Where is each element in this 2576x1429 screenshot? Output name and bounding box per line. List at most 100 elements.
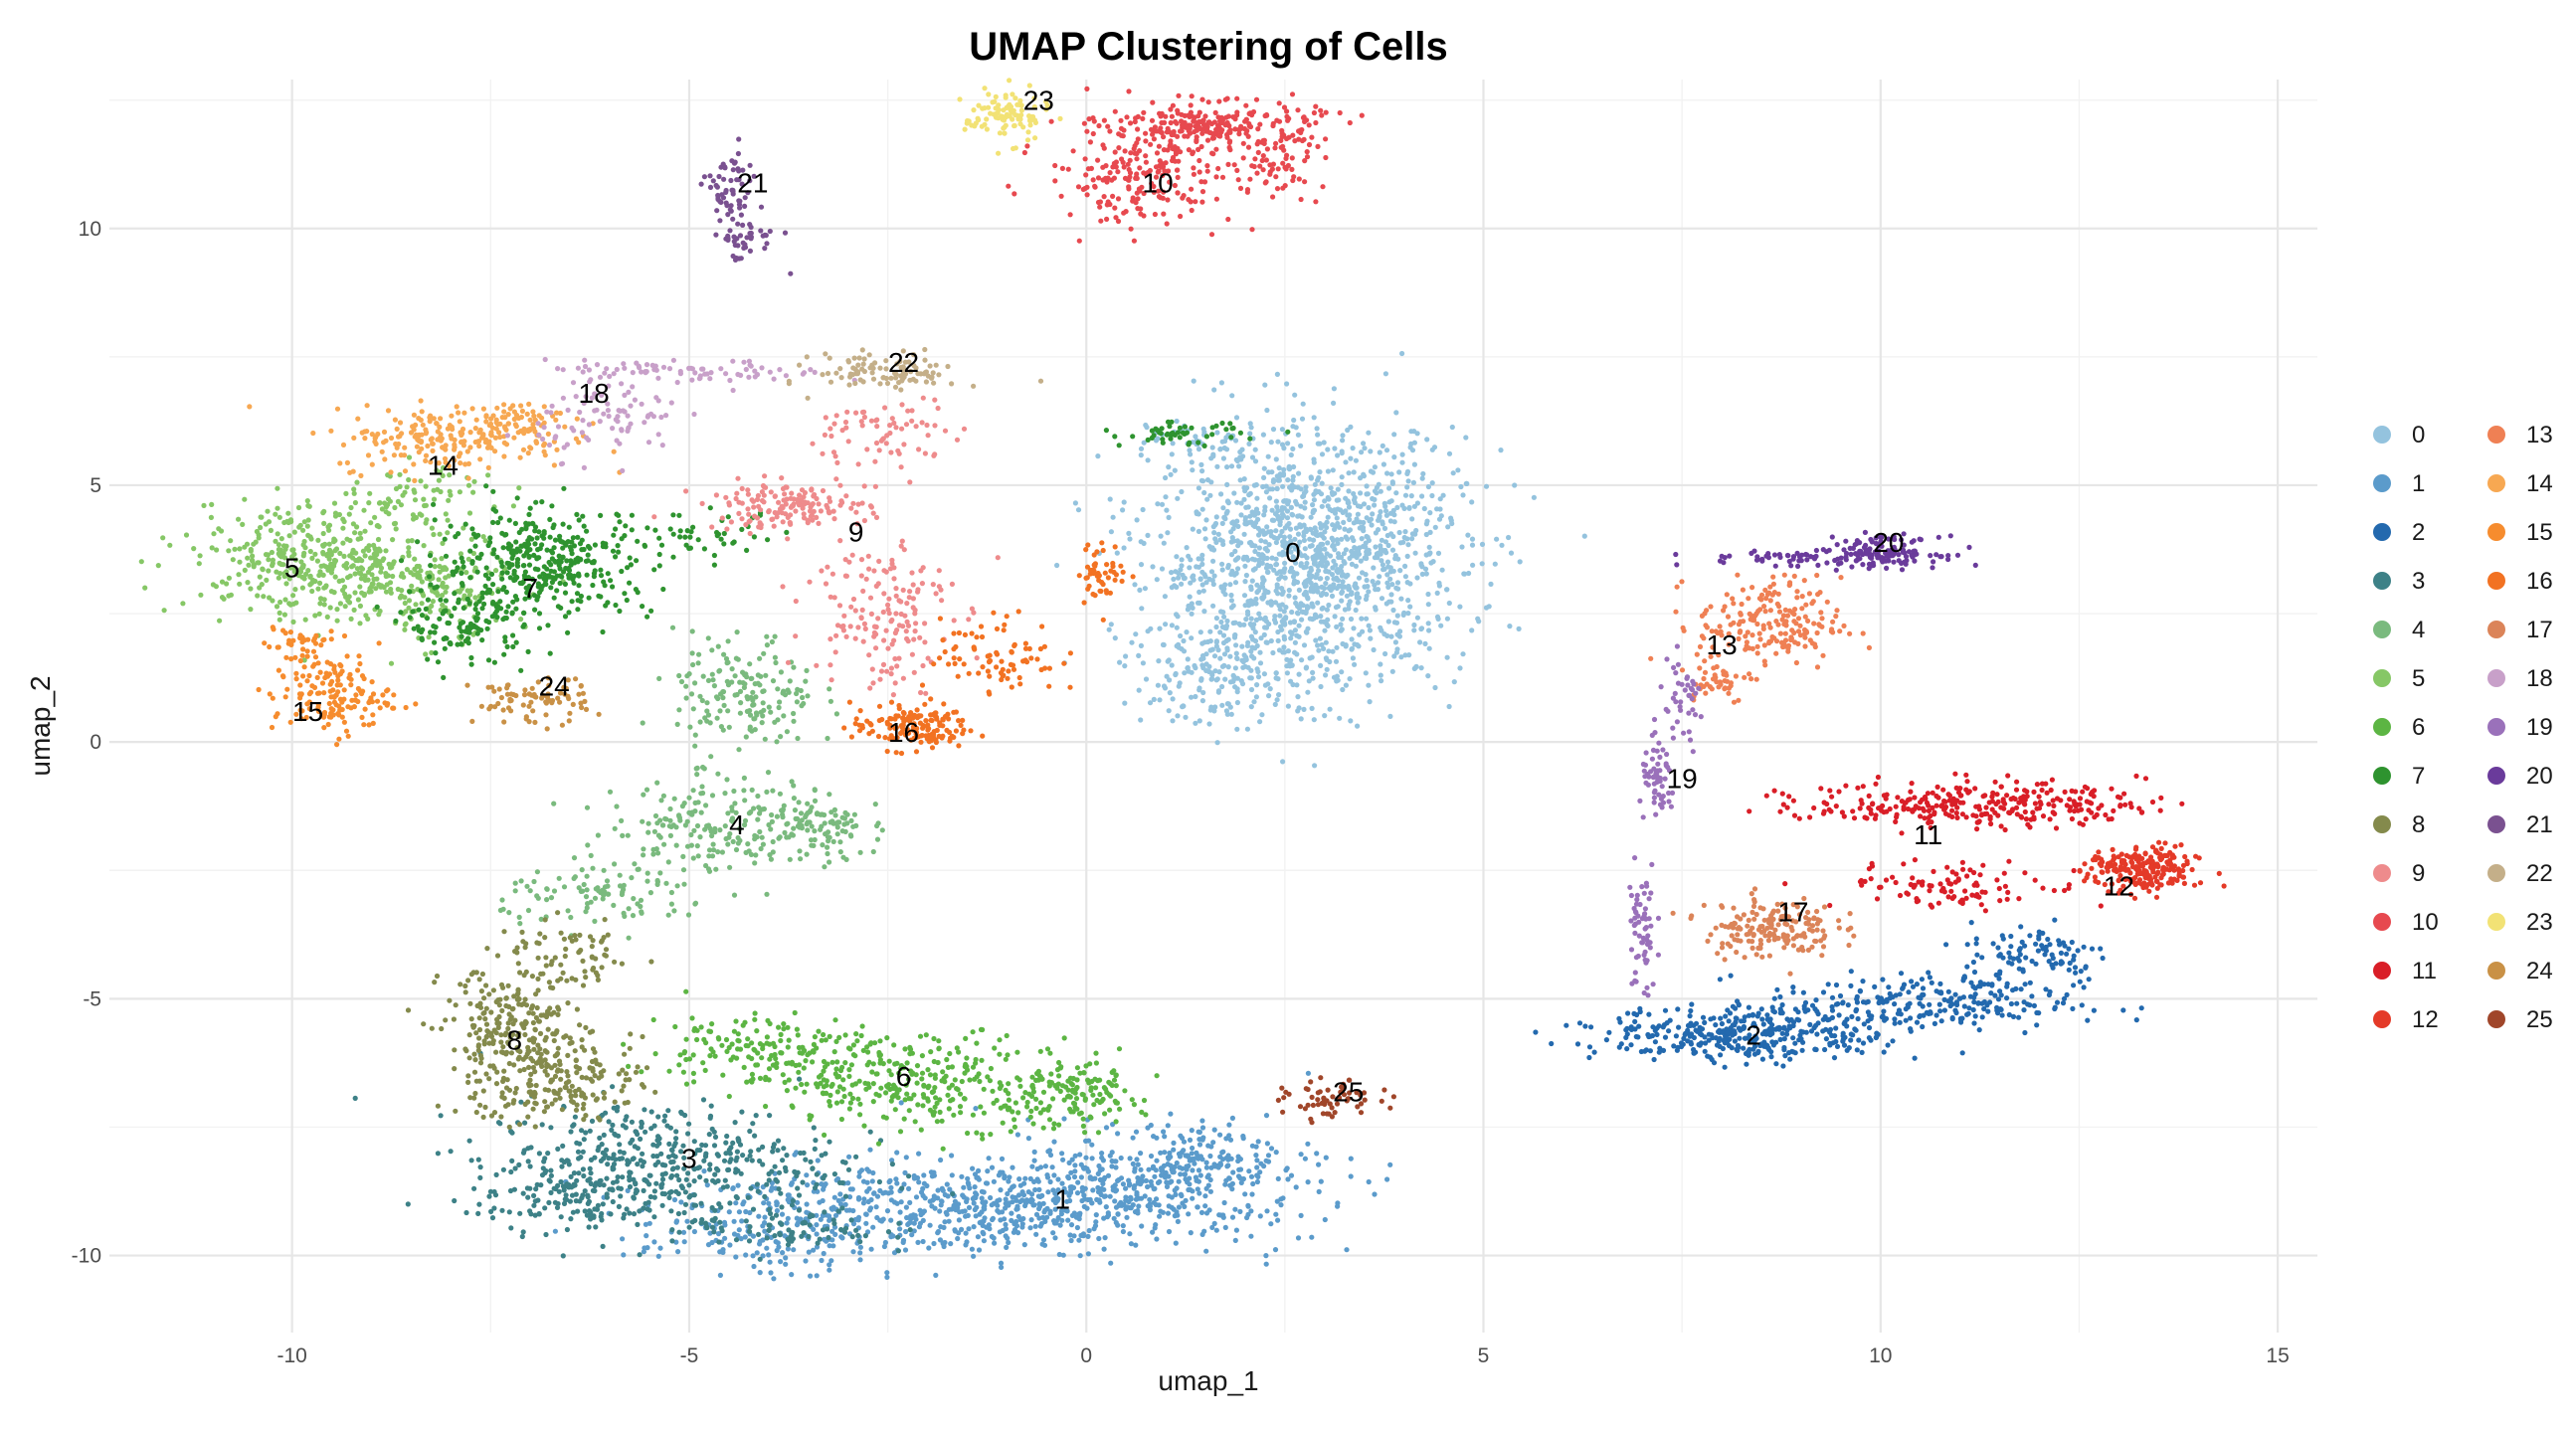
cluster-0-point bbox=[1426, 627, 1431, 632]
cluster-1-point bbox=[967, 1205, 972, 1210]
cluster-0-point bbox=[1393, 410, 1398, 415]
cluster-2-point bbox=[2047, 959, 2052, 964]
cluster-1-point bbox=[965, 1176, 970, 1181]
cluster-0-point bbox=[1309, 586, 1314, 591]
cluster-0-point bbox=[1363, 545, 1368, 550]
cluster-1-point bbox=[1179, 1192, 1184, 1197]
cluster-2-point bbox=[1874, 1035, 1879, 1040]
cluster-2-point bbox=[1625, 1010, 1630, 1015]
cluster-0-point bbox=[1272, 535, 1277, 540]
cluster-2-point bbox=[2064, 952, 2069, 957]
cluster-2-point bbox=[1624, 1046, 1629, 1051]
cluster-1-point bbox=[1183, 1176, 1188, 1181]
cluster-4-point bbox=[622, 883, 627, 888]
cluster-4-point bbox=[770, 789, 775, 794]
cluster-3-point bbox=[521, 1191, 526, 1196]
cluster-2-point bbox=[1577, 1020, 1582, 1025]
cluster-0-point bbox=[1170, 623, 1175, 627]
cluster-1-point bbox=[845, 1180, 850, 1185]
cluster-4-point bbox=[797, 848, 802, 853]
cluster-1-point bbox=[1208, 1144, 1213, 1149]
cluster-3-point bbox=[783, 1165, 788, 1170]
cluster-0-point bbox=[1432, 445, 1437, 449]
cluster-4-point bbox=[608, 790, 613, 795]
cluster-4-point bbox=[805, 802, 810, 806]
cluster-2-point bbox=[1668, 1018, 1673, 1023]
cluster-4-point bbox=[777, 699, 782, 704]
cluster-0-point bbox=[1352, 584, 1357, 589]
cluster-1-point bbox=[1010, 1165, 1014, 1170]
cluster-0-point bbox=[1281, 622, 1286, 626]
cluster-3-point bbox=[562, 1201, 567, 1206]
cluster-0-point bbox=[1358, 490, 1363, 495]
cluster-4-point bbox=[691, 706, 696, 711]
cluster-4-point bbox=[526, 908, 531, 913]
cluster-0-point bbox=[1164, 507, 1169, 512]
cluster-1-point bbox=[1264, 1208, 1269, 1213]
cluster-1-point bbox=[1275, 1218, 1280, 1223]
cluster-0-point bbox=[1141, 507, 1146, 512]
cluster-5-point bbox=[248, 607, 253, 612]
cluster-0-point bbox=[1224, 645, 1229, 650]
cluster-0-point bbox=[1310, 670, 1315, 675]
cluster-1-point bbox=[1163, 1174, 1168, 1179]
cluster-4-point bbox=[636, 867, 641, 872]
cluster-2-point bbox=[1943, 942, 1948, 947]
cluster-3-point bbox=[863, 1233, 868, 1238]
cluster-0-point bbox=[1141, 660, 1146, 665]
cluster-1-point bbox=[1233, 1238, 1238, 1243]
cluster-5-point bbox=[446, 498, 451, 503]
cluster-1-point bbox=[1032, 1159, 1037, 1163]
cluster-4-point bbox=[775, 717, 780, 722]
cluster-0-point bbox=[1188, 581, 1193, 586]
cluster-3-point bbox=[808, 1214, 813, 1219]
cluster-4-point bbox=[723, 823, 728, 828]
cluster-0-point bbox=[1274, 670, 1279, 675]
cluster-0-point bbox=[1221, 455, 1226, 460]
cluster-0-point bbox=[1425, 592, 1430, 597]
cluster-4-point bbox=[618, 873, 623, 878]
cluster-5-point bbox=[372, 515, 377, 520]
cluster-1-point bbox=[1208, 1189, 1213, 1194]
cluster-3-point bbox=[621, 1123, 626, 1128]
cluster-0-point bbox=[1343, 508, 1348, 513]
cluster-4-point bbox=[691, 855, 696, 860]
cluster-1-point bbox=[1221, 1215, 1226, 1220]
cluster-0-point bbox=[1582, 534, 1587, 539]
cluster-0-point bbox=[1171, 577, 1176, 582]
cluster-4-point bbox=[716, 668, 721, 673]
cluster-2-point bbox=[2036, 949, 2041, 954]
cluster-0-point bbox=[1424, 532, 1429, 537]
cluster-0-point bbox=[1249, 634, 1254, 639]
cluster-2-point bbox=[1977, 1027, 1982, 1032]
cluster-2-point bbox=[1938, 989, 1943, 994]
cluster-3-point bbox=[660, 1203, 665, 1208]
cluster-3-point bbox=[683, 1189, 688, 1194]
cluster-3-point bbox=[687, 1225, 692, 1230]
cluster-1-point bbox=[1227, 1183, 1232, 1188]
cluster-3-point bbox=[899, 1185, 904, 1190]
cluster-2-point bbox=[2082, 945, 2087, 950]
cluster-0-point bbox=[1389, 471, 1394, 476]
cluster-3-point bbox=[540, 1122, 545, 1127]
cluster-4-point bbox=[710, 672, 715, 677]
cluster-2-point bbox=[1734, 1015, 1739, 1020]
cluster-0-point bbox=[1254, 590, 1259, 595]
cluster-1-point bbox=[1072, 1210, 1077, 1215]
cluster-0-point bbox=[1190, 459, 1195, 464]
cluster-1-point bbox=[846, 1155, 851, 1160]
cluster-4-point bbox=[763, 737, 768, 742]
cluster-0-point bbox=[1273, 600, 1278, 605]
cluster-3-point bbox=[810, 1166, 815, 1171]
cluster-0-point bbox=[1313, 637, 1318, 642]
cluster-0-point bbox=[1394, 505, 1399, 510]
cluster-0-point bbox=[1380, 596, 1384, 601]
cluster-4-point bbox=[827, 859, 831, 864]
cluster-3-point bbox=[555, 1147, 560, 1152]
cluster-1-point bbox=[987, 1226, 992, 1231]
cluster-1-point bbox=[1170, 1194, 1175, 1199]
cluster-3-point bbox=[654, 1144, 659, 1149]
cluster-1-point bbox=[1196, 1204, 1200, 1209]
cluster-1-point bbox=[1094, 1212, 1099, 1217]
cluster-4-point bbox=[736, 747, 741, 752]
